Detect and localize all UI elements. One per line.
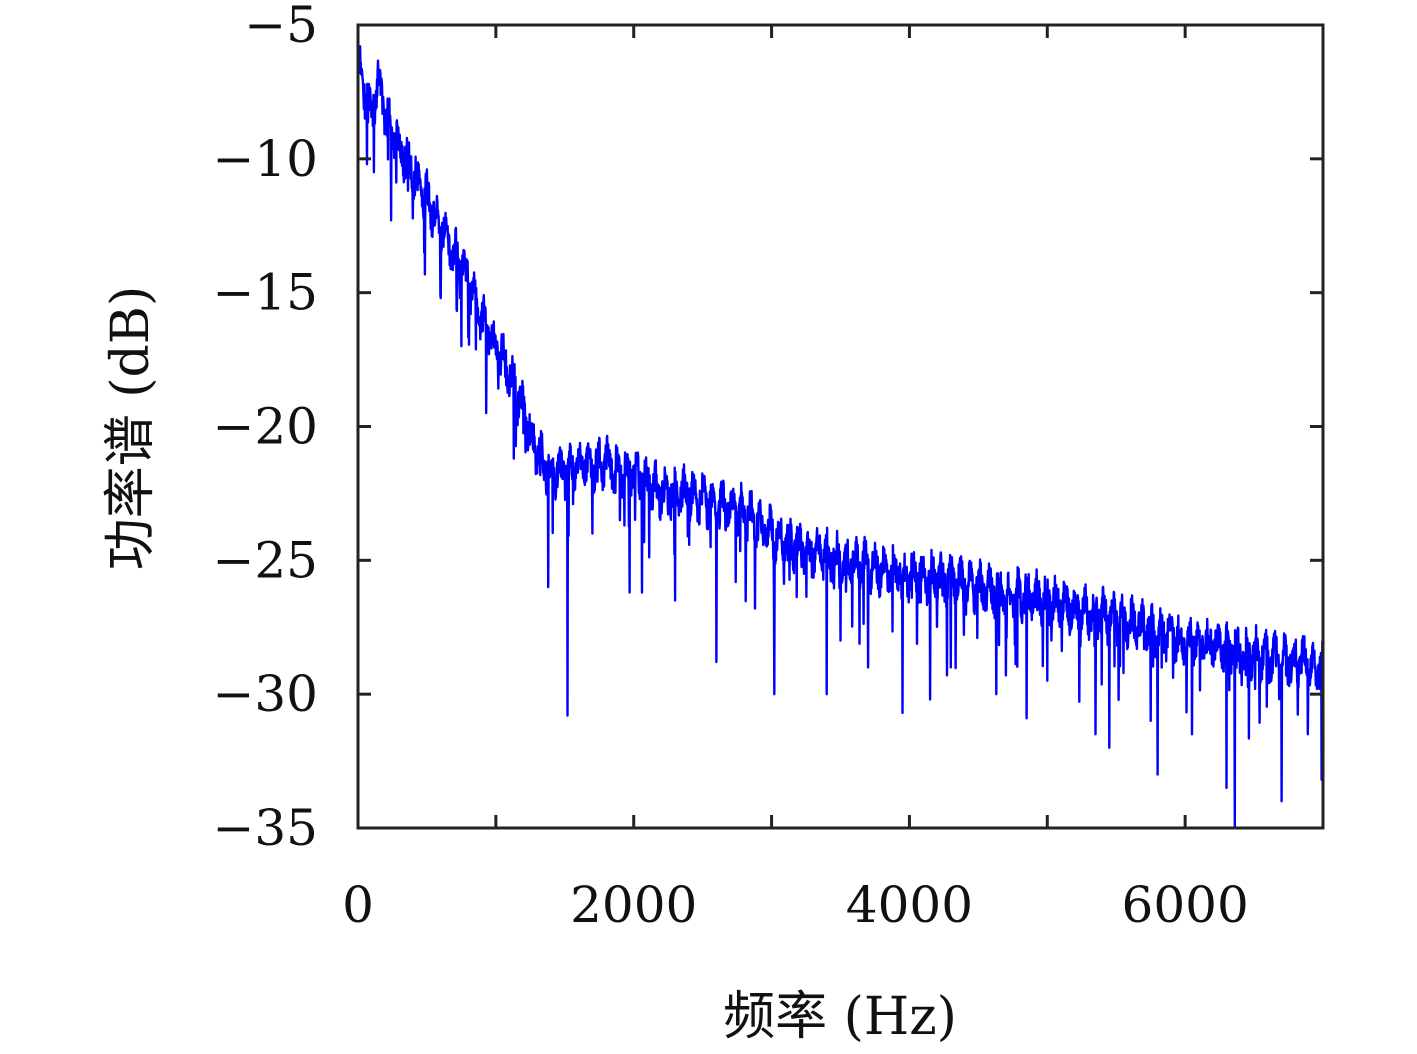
- y-tick-label-4: −15: [212, 264, 318, 322]
- x-tick-label-0: 0: [342, 876, 374, 934]
- plot-area: [358, 45, 1323, 828]
- x-tick-label-3: 6000: [1122, 876, 1249, 934]
- y-tick-label-3: −20: [212, 398, 318, 456]
- x-tick-label-2: 4000: [846, 876, 973, 934]
- y-axis-tick-labels: −35 −30 −25 −20 −15 −10 −5: [212, 0, 318, 857]
- x-axis-title: 频率 (Hz): [723, 987, 957, 1047]
- y-tick-label-1: −30: [212, 665, 318, 723]
- y-tick-label-6: −5: [244, 0, 318, 54]
- y-tick-label-5: −10: [212, 130, 318, 188]
- y-tick-label-2: −25: [212, 531, 318, 589]
- axis-ticks: [356, 23, 1323, 830]
- x-axis-tick-labels: 0 2000 4000 6000: [342, 876, 1249, 934]
- spectrum-series-line: [358, 45, 1323, 828]
- y-axis-title: 功率谱 (dB): [101, 286, 161, 571]
- x-tick-label-1: 2000: [570, 876, 697, 934]
- y-tick-label-0: −35: [212, 799, 318, 857]
